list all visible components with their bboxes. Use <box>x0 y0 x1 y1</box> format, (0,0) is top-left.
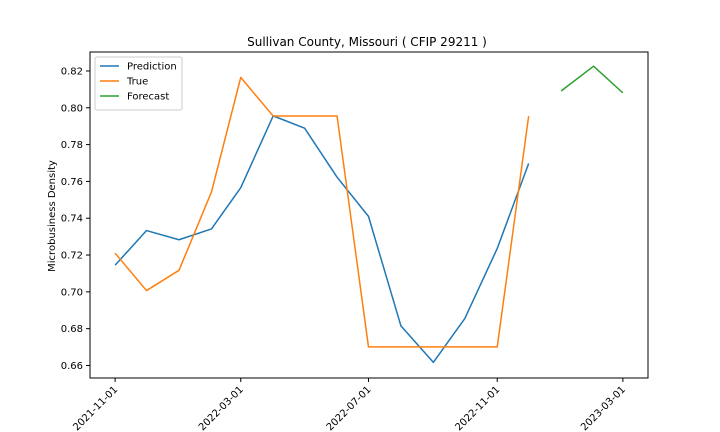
legend-label-prediction: Prediction <box>127 62 177 73</box>
legend-label-forecast: Forecast <box>127 92 169 103</box>
y-tick-label: 0.68 <box>61 324 83 335</box>
x-tick-label: 2023-03-01 <box>579 384 628 432</box>
series-line-prediction <box>114 115 530 364</box>
chart-title: Sullivan County, Missouri ( CFIP 29211 ) <box>247 35 487 49</box>
x-tick-label: 2021-11-01 <box>71 384 120 432</box>
x-axis-ticks: 2021-11-01 2022-03-01 2022-07-01 2022-11-01… <box>71 378 628 432</box>
y-tick-label: 0.76 <box>61 177 83 188</box>
y-axis-label: Microbusiness Density <box>47 160 58 272</box>
y-tick-label: 0.82 <box>61 66 83 77</box>
y-tick-label: 0.70 <box>61 287 83 298</box>
y-tick-label: 0.66 <box>61 361 83 372</box>
y-tick-label: 0.78 <box>61 140 83 151</box>
y-axis-ticks: 0.66 0.68 0.70 0.72 0.74 0.76 0.78 0.80 0.82 <box>61 66 90 372</box>
series-line-forecast <box>560 65 624 94</box>
x-tick-label: 2022-11-01 <box>453 384 502 432</box>
y-tick-label: 0.80 <box>61 103 83 114</box>
x-tick-label: 2022-03-01 <box>197 384 246 432</box>
plot-frame <box>89 51 649 379</box>
y-tick-label: 0.74 <box>61 214 83 225</box>
x-tick-label: 2022-07-01 <box>325 384 374 432</box>
y-tick-label: 0.72 <box>61 251 83 262</box>
legend: Prediction True Forecast <box>94 56 183 111</box>
series-lines <box>114 65 624 364</box>
legend-label-true: True <box>126 77 148 88</box>
series-line-true <box>114 76 530 348</box>
